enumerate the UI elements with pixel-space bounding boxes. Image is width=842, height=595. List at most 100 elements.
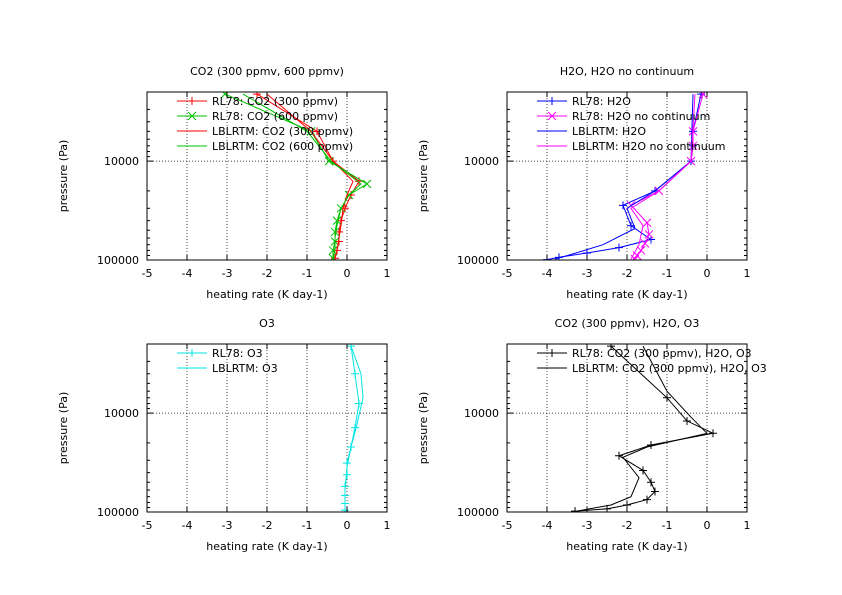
legend-label: RL78: H2O xyxy=(572,95,631,108)
data-point xyxy=(332,216,342,226)
chart-panel-4: -5 -4 -3 -2 -1 0 1 10000 100000 CO2 (300 ppmv), H… xyxy=(417,317,767,553)
x-tick-label: -2 xyxy=(262,519,273,532)
legend-label: LBLRTM: CO2 (600 ppmv) xyxy=(212,140,353,153)
data-point xyxy=(636,246,646,255)
legend-label: RL78: O3 xyxy=(212,347,263,360)
x-tick-label: -5 xyxy=(142,519,153,532)
x-axis-label: heating rate (K day-1) xyxy=(566,540,687,553)
x-tick-label: 1 xyxy=(744,267,751,280)
data-point xyxy=(253,92,261,99)
data-point xyxy=(328,246,338,255)
chart-title: CO2 (300 ppmv, 600 ppmv) xyxy=(190,65,344,78)
data-point xyxy=(640,239,650,248)
x-tick-label: 0 xyxy=(344,519,351,532)
data-point xyxy=(220,92,230,99)
data-point xyxy=(607,344,615,351)
data-point xyxy=(643,495,651,504)
y-axis-label: pressure (Pa) xyxy=(417,392,430,464)
x-tick-label: -2 xyxy=(262,267,273,280)
legend-label: RL78: CO2 (300 ppmv) xyxy=(212,95,338,108)
series-group xyxy=(571,344,717,512)
x-tick-label: 1 xyxy=(384,267,391,280)
series-group xyxy=(341,344,364,512)
x-tick-label: -3 xyxy=(222,267,233,280)
x-axis-label: heating rate (K day-1) xyxy=(206,288,327,301)
y-tick-label: 100000 xyxy=(457,254,499,267)
data-point xyxy=(619,201,627,210)
y-axis-label: pressure (Pa) xyxy=(57,140,70,212)
data-point xyxy=(341,204,349,213)
y-axis-label: pressure (Pa) xyxy=(57,392,70,464)
series-line xyxy=(242,93,362,259)
legend-label: LBLRTM: H2O xyxy=(572,125,646,138)
series-group xyxy=(543,92,708,260)
data-point xyxy=(313,127,321,136)
legend-label: LBLRTM: H2O no continuum xyxy=(572,140,725,153)
legend-marker xyxy=(547,111,557,121)
legend-marker xyxy=(548,349,556,357)
x-tick-label: 0 xyxy=(344,267,351,280)
x-tick-label: -4 xyxy=(182,519,193,532)
legend-label: LBLRTM: CO2 (300 ppmv) xyxy=(212,125,353,138)
series-group xyxy=(220,92,372,260)
x-tick-label: -2 xyxy=(622,267,633,280)
legend: RL78: O3 LBLRTM: O3 xyxy=(177,347,278,375)
series-line xyxy=(344,345,364,511)
data-point xyxy=(651,487,659,496)
legend-label: RL78: CO2 (300 ppmv), H2O, O3 xyxy=(572,347,752,360)
legend-marker xyxy=(187,111,197,121)
legend-label: RL78: H2O no continuum xyxy=(572,110,710,123)
x-tick-label: -3 xyxy=(222,519,233,532)
data-point xyxy=(709,429,717,438)
legend-marker xyxy=(188,97,196,105)
data-point xyxy=(615,243,623,252)
x-tick-label: -2 xyxy=(622,519,633,532)
data-point xyxy=(642,218,652,228)
x-axis-label: heating rate (K day-1) xyxy=(206,540,327,553)
x-axis-label: heating rate (K day-1) xyxy=(566,288,687,301)
x-tick-label: -5 xyxy=(502,519,513,532)
legend-marker xyxy=(188,349,196,357)
series-line xyxy=(630,94,696,260)
x-tick-label: -5 xyxy=(142,267,153,280)
chart-panel-2: -5 -4 -3 -2 -1 0 1 10000 100000 H2O, H2O no conti… xyxy=(417,65,751,301)
x-tick-label: 1 xyxy=(744,519,751,532)
data-point xyxy=(698,92,708,99)
data-point xyxy=(663,393,671,402)
legend-label: LBLRTM: O3 xyxy=(212,362,278,375)
x-tick-label: -1 xyxy=(662,267,673,280)
x-tick-label: -4 xyxy=(542,519,553,532)
data-point xyxy=(347,344,355,351)
x-tick-label: -1 xyxy=(662,519,673,532)
chart-title: H2O, H2O no continuum xyxy=(560,65,694,78)
x-tick-label: 1 xyxy=(384,519,391,532)
y-tick-label: 10000 xyxy=(464,407,499,420)
y-tick-label: 100000 xyxy=(97,254,139,267)
y-tick-label: 10000 xyxy=(104,407,139,420)
x-tick-label: -3 xyxy=(582,267,593,280)
x-tick-label: -4 xyxy=(542,267,553,280)
x-tick-label: 0 xyxy=(704,519,711,532)
legend-label: RL78: CO2 (600 ppmv) xyxy=(212,110,338,123)
x-tick-label: 0 xyxy=(704,267,711,280)
x-tick-label: -4 xyxy=(182,267,193,280)
x-tick-label: -5 xyxy=(502,267,513,280)
legend-marker xyxy=(548,97,556,105)
x-tick-label: -1 xyxy=(302,267,313,280)
legend: RL78: H2O RL78: H2O no continuum LBLRTM: H… xyxy=(537,95,725,153)
data-point xyxy=(571,507,579,512)
data-point xyxy=(688,141,698,151)
chart-title: CO2 (300 ppmv), H2O, O3 xyxy=(555,317,700,330)
chart-panel-3: -5 -4 -3 -2 -1 0 1 10000 100000 O3 heating rate (K… xyxy=(57,317,391,553)
x-tick-label: -1 xyxy=(302,519,313,532)
chart-panel-1: -5 -4 -3 -2 -1 0 1 10000 100000 CO2 (300 ppmv, 60… xyxy=(57,65,391,301)
data-point xyxy=(362,179,372,189)
chart-title: O3 xyxy=(259,317,275,330)
data-point xyxy=(330,227,340,237)
legend-label: LBLRTM: CO2 (300 ppmv), H2O, O3 xyxy=(572,362,767,375)
data-point xyxy=(351,369,359,378)
data-point xyxy=(644,229,654,239)
data-point xyxy=(683,416,691,425)
data-point xyxy=(639,466,647,475)
